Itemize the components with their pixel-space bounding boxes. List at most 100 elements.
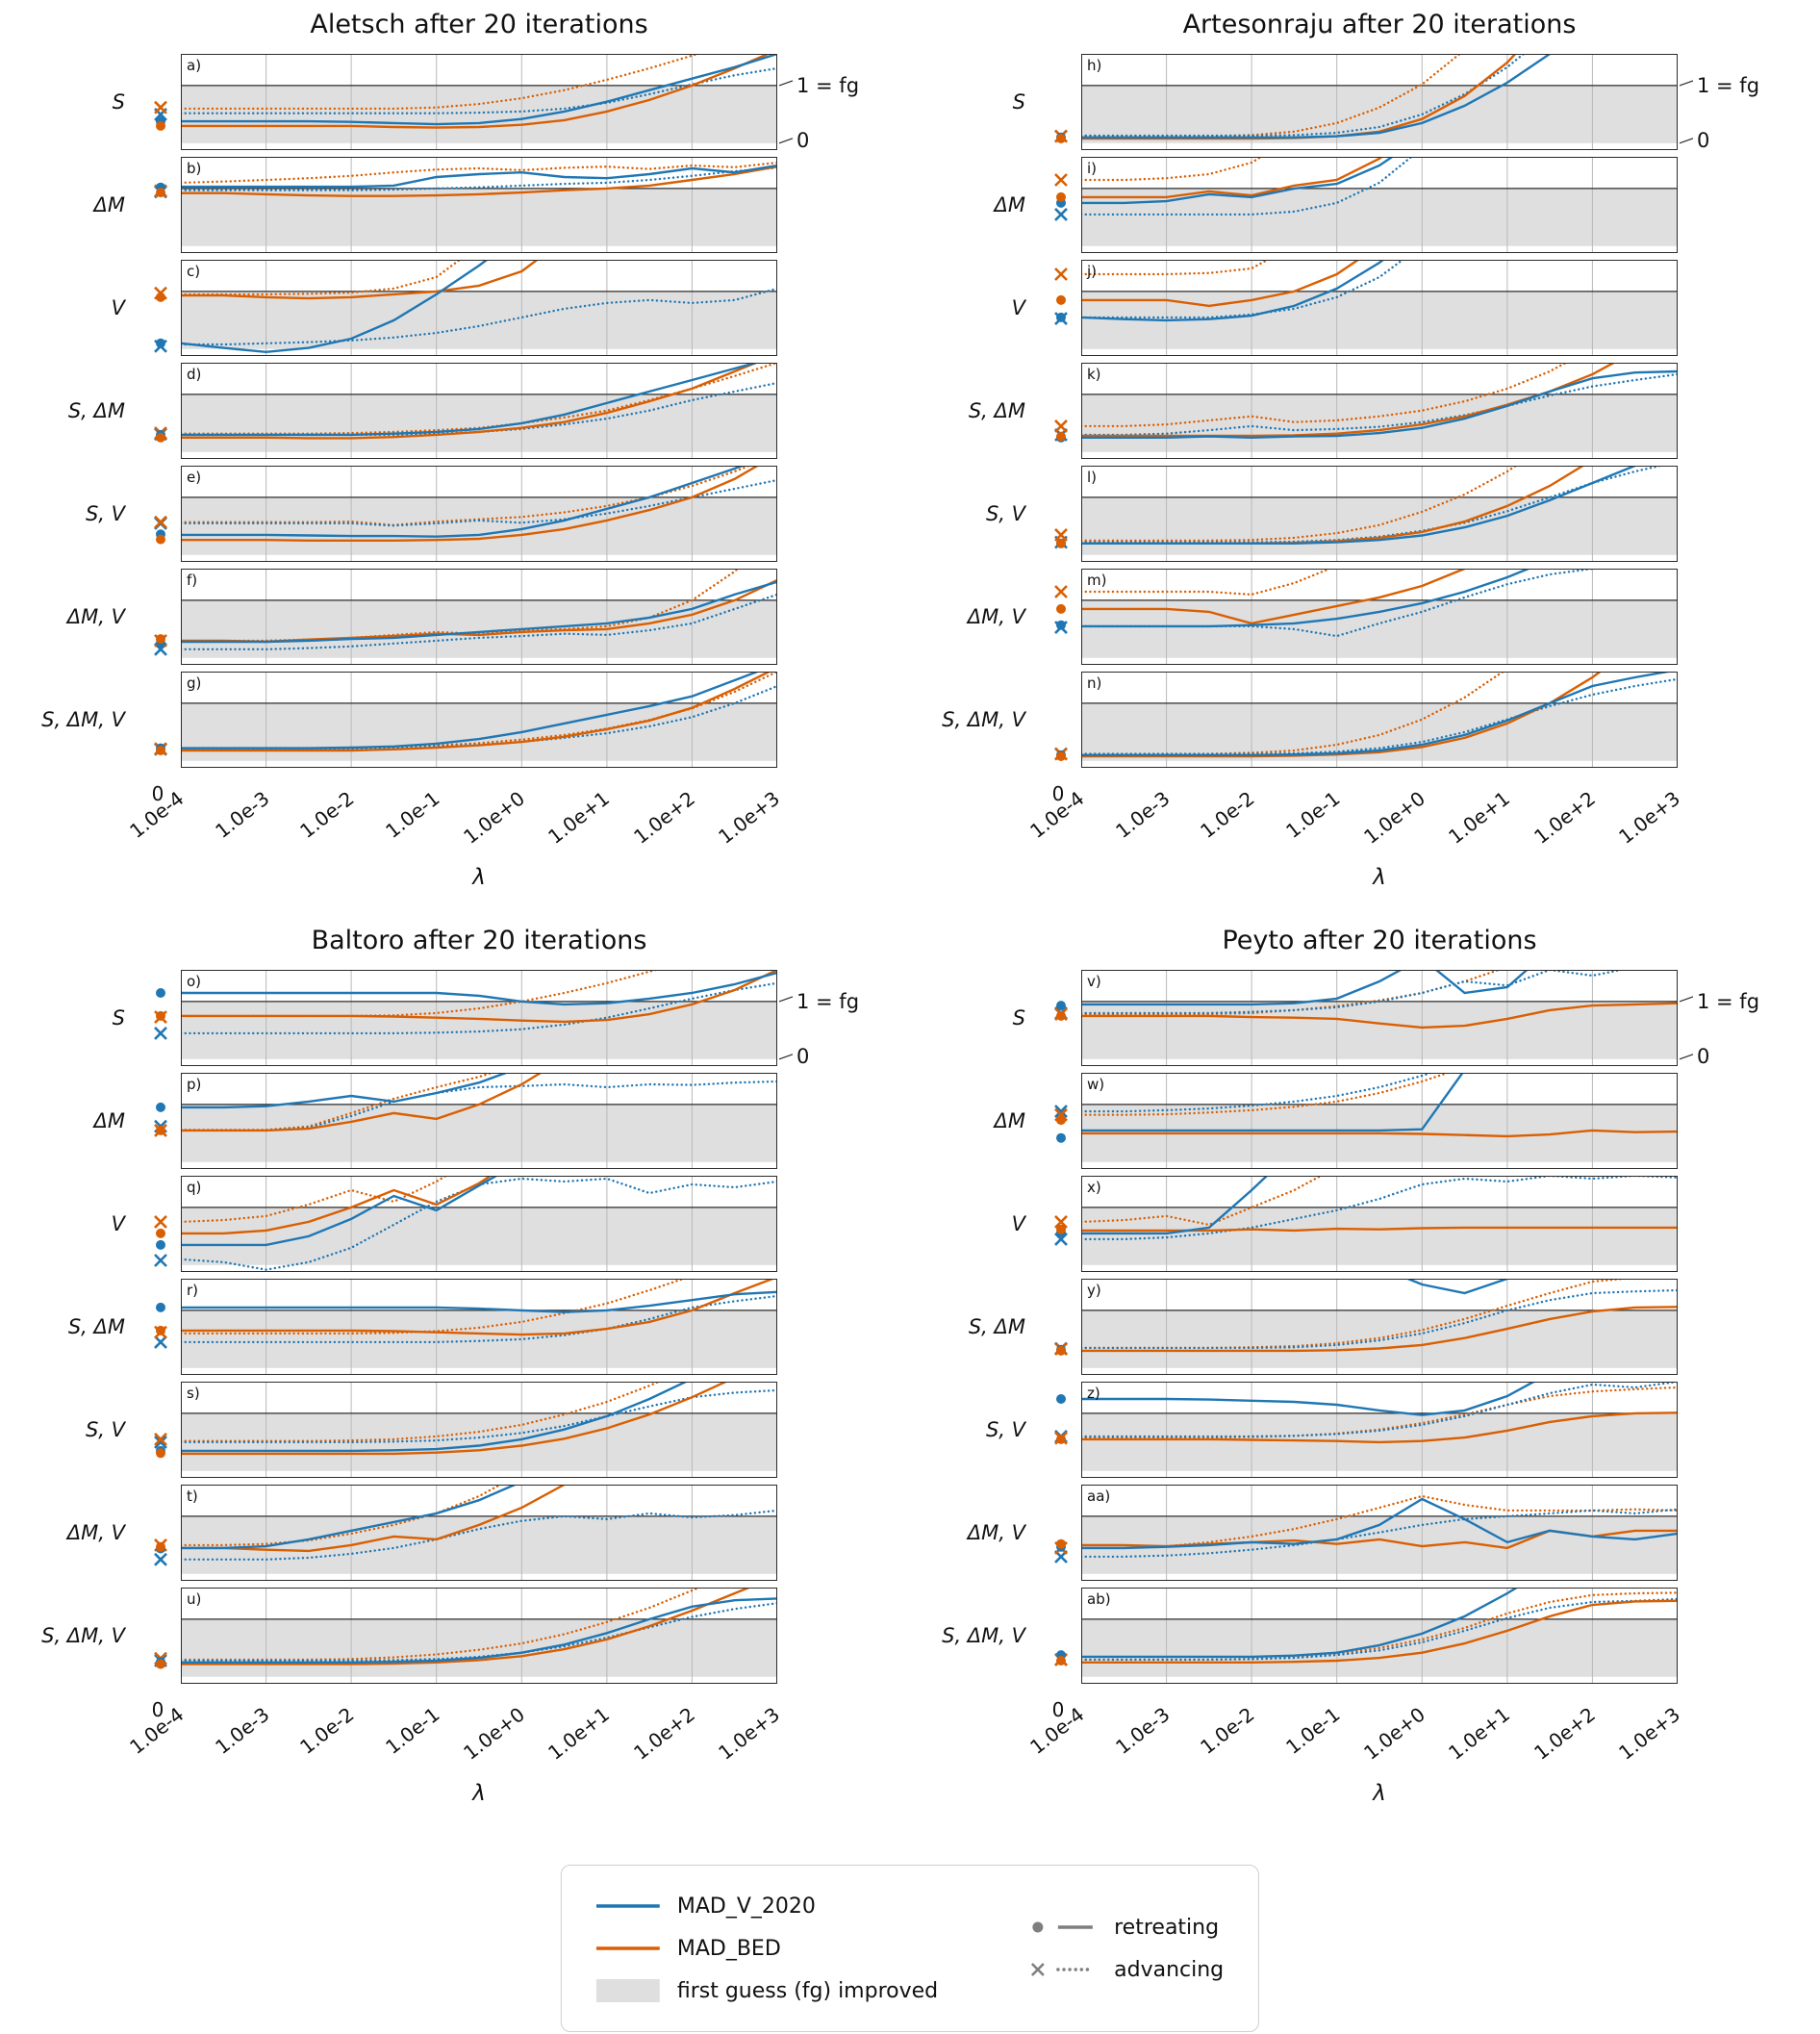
blue-x-marker — [1054, 1232, 1068, 1246]
subplot-b: b) — [181, 157, 777, 253]
series-orange-solid — [181, 54, 771, 129]
x-tick-zero: 0 — [1051, 1698, 1065, 1721]
x-tick-label: 1.0e-2 — [295, 786, 359, 843]
row-metric-label: S, ΔM, V — [41, 708, 125, 731]
fg-improved-band — [181, 394, 777, 452]
x-tick-label: 1.0e-1 — [380, 786, 444, 843]
subplot-frame — [1081, 1176, 1678, 1272]
fg-improved-band — [181, 1309, 777, 1368]
panel-letter: z) — [1087, 1385, 1100, 1402]
panel-row: S, ΔM, V n) — [912, 672, 1807, 768]
fg-improved-band — [181, 291, 777, 349]
subplot-frame — [1081, 466, 1678, 562]
x-axis-ticks: 0 1.0e-4 1.0e-3 1.0e-2 1.0e-1 1.0e+0 1.0e+1 1.0… — [912, 1691, 1807, 1781]
panel-row: ΔM i) — [912, 157, 1807, 253]
panel-letter: w) — [1087, 1076, 1104, 1093]
panel-letter: s) — [187, 1385, 200, 1402]
series-orange-solid — [1081, 569, 1468, 625]
series-blue-solid — [181, 363, 761, 437]
lambda-zero-markers — [154, 1432, 167, 1459]
row-metric-label: ΔM — [994, 1109, 1025, 1132]
x-tick-label: 1.0e+1 — [543, 1702, 615, 1765]
orange-x-marker — [154, 100, 167, 114]
subplot-frame — [181, 1279, 777, 1375]
panel-letter: r) — [187, 1282, 198, 1299]
x-tick-label: 1.0e+3 — [1614, 1702, 1685, 1765]
panel-letter: x) — [1087, 1179, 1101, 1196]
panel-letter: u) — [187, 1590, 201, 1608]
orange-x-marker — [154, 515, 167, 529]
fg-axis-labels: 1 = fg 0 — [778, 990, 859, 1066]
subplot-frame — [181, 54, 777, 150]
series-blue-dotted — [1081, 1073, 1434, 1113]
orange-dot-marker — [1056, 134, 1066, 143]
subplot-frame — [181, 260, 777, 356]
panel-row: S, V z) — [912, 1382, 1807, 1478]
panel-letter: g) — [187, 674, 201, 692]
subplot-frame — [181, 672, 777, 768]
panel-letter: f) — [187, 572, 197, 589]
fg-one-label: 1 = fg — [1697, 74, 1759, 97]
series-blue-dotted — [1081, 1288, 1678, 1350]
blue-x-marker — [1054, 207, 1068, 221]
fg-improved-band — [181, 1207, 777, 1265]
legend-left-column: MAD_V_2020 MAD_BED first guess (fg) impr… — [595, 1885, 938, 2012]
gray-band-sample — [595, 1979, 660, 2002]
series-blue-solid — [1081, 260, 1385, 322]
series-blue-solid — [1081, 157, 1395, 205]
panel-row: ΔM, V t) — [12, 1485, 906, 1581]
fg-one-leader — [1679, 80, 1694, 87]
series-orange-solid — [181, 1176, 493, 1235]
lambda-zero-markers — [154, 515, 167, 545]
blue-dot-marker — [1056, 312, 1066, 322]
lambda-zero-markers — [154, 426, 167, 443]
fg-axis-labels: 1 = fg 0 — [1679, 990, 1759, 1066]
legend-label-retreating: retreating — [1114, 1915, 1220, 1940]
lambda-zero-markers — [154, 1538, 167, 1566]
fg-zero-leader — [778, 138, 794, 144]
lambda-zero-markers — [1054, 1650, 1068, 1666]
series-orange-solid — [1081, 1411, 1678, 1444]
fg-zero-leader — [1679, 1054, 1694, 1060]
fg-zero-label: 0 — [796, 129, 809, 150]
series-blue-solid — [1081, 970, 1529, 1006]
series-blue-dotted — [1081, 1597, 1678, 1662]
panel-row: S, ΔM r) — [12, 1279, 906, 1375]
x-axis-title: λ — [472, 865, 486, 890]
fg-improved-band — [181, 496, 777, 555]
subplot-frame — [1081, 1588, 1678, 1684]
series-blue-dotted — [181, 981, 777, 1035]
fg-improved-band — [181, 85, 777, 143]
panel-letter: ab) — [1087, 1590, 1111, 1608]
series-blue-solid — [181, 164, 777, 189]
lambda-zero-markers — [154, 742, 167, 756]
fg-zero-label: 0 — [1697, 1045, 1709, 1066]
blue-dot-marker — [1056, 1001, 1066, 1011]
panel-letter: m) — [1087, 572, 1106, 589]
fg-one-leader — [778, 80, 794, 87]
lambda-zero-markers — [1054, 129, 1068, 143]
series-blue-dotted — [1081, 372, 1678, 437]
orange-dot-marker — [1056, 191, 1066, 202]
series-blue-solid — [181, 1290, 777, 1313]
series-blue-solid — [1081, 672, 1675, 757]
fg-zero-leader — [778, 1054, 794, 1060]
series-blue-dotted — [181, 478, 777, 527]
subplot-d: d) — [181, 363, 777, 459]
group-title: Peyto after 20 iterations — [1222, 926, 1537, 955]
fg-one-label: 1 = fg — [796, 990, 859, 1013]
subplot-frame — [1081, 54, 1678, 150]
blue-solid-line-sample — [595, 1904, 660, 1908]
orange-x-marker — [154, 1214, 167, 1229]
lambda-zero-markers — [1054, 747, 1068, 761]
panel-letter: d) — [187, 366, 201, 383]
blue-dot-marker — [1056, 1394, 1066, 1404]
subplot-x: x) — [1081, 1176, 1678, 1272]
subplot-frame — [1081, 260, 1678, 356]
series-blue-dotted — [181, 66, 777, 114]
lambda-zero-markers — [1054, 585, 1068, 635]
series-orange-solid — [1081, 1306, 1678, 1353]
panel-row: S, ΔM, V u) — [12, 1588, 906, 1684]
panel-letter: aa) — [1087, 1487, 1110, 1505]
x-tick-zero: 0 — [1051, 782, 1065, 805]
